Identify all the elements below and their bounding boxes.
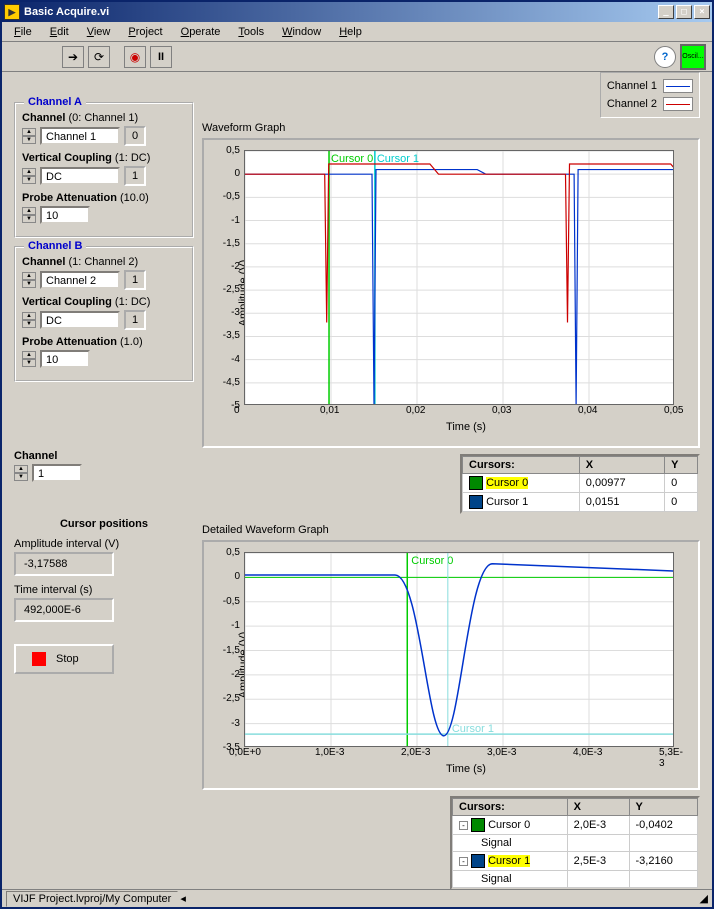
window-title: Basic Acquire.vi [24,6,658,18]
menu-edit[interactable]: Edit [42,24,77,40]
detailed-plot[interactable]: Cursor 0 Cursor 1 [244,552,674,747]
detailed-waveform-graph[interactable]: Amplitude (V) Cursor 0Cursor 1 0,0E+01,0… [202,540,700,790]
svg-text:Cursor 1: Cursor 1 [452,723,494,735]
coupling-b-index: 1 [124,310,146,330]
panel-title: Channel A [24,96,86,108]
coupling-spinner[interactable]: ▲▼ [22,168,36,184]
toolbar: ➔ ⟳ ◉ II ? Oscil... [2,42,712,72]
channel-spinner[interactable]: ▲▼ [22,272,36,288]
probe-spinner[interactable]: ▲▼ [22,351,36,367]
svg-text:Cursor 1: Cursor 1 [377,153,419,165]
cursors-table-2[interactable]: Cursors:XY - Cursor 02,0E-3-0,0402Signal… [450,796,700,889]
legend-item[interactable]: Channel 2 [605,95,695,113]
app-icon: ▶ [4,4,20,20]
svg-text:Cursor 0: Cursor 0 [411,555,453,567]
app-window: ▶ Basic Acquire.vi _ □ × File Edit View … [0,0,714,909]
channel-b-index: 1 [124,270,146,290]
channel-spinner[interactable]: ▲▼ [22,128,36,144]
cursor-positions-title: Cursor positions [14,518,194,530]
coupling-a-index: 1 [124,166,146,186]
maximize-button[interactable]: □ [676,5,692,19]
titlebar: ▶ Basic Acquire.vi _ □ × [2,2,712,22]
channel-a-select[interactable]: Channel 1 [40,127,120,145]
menu-view[interactable]: View [79,24,119,40]
detail-channel-value[interactable]: 1 [32,464,82,482]
waveform-graph-title: Waveform Graph [202,122,700,134]
channel-a-index: 0 [124,126,146,146]
menu-project[interactable]: Project [120,24,170,40]
svg-text:Cursor 0: Cursor 0 [331,153,373,165]
coupling-a-select[interactable]: DC [40,167,120,185]
cursors-table-1[interactable]: Cursors:XY Cursor 00,009770 Cursor 10,01… [460,454,700,514]
legend-label: Channel 2 [607,98,657,110]
coupling-b-select[interactable]: DC [40,311,120,329]
legend-swatch [663,79,693,93]
oscilloscope-button[interactable]: Oscil... [680,44,706,70]
close-button[interactable]: × [694,5,710,19]
legend-swatch [663,97,693,111]
resize-grip-icon[interactable]: ◢ [700,892,708,905]
legend-item[interactable]: Channel 1 [605,77,695,95]
status-project: VIJF Project.lvproj/My Computer [6,891,178,907]
probe-spinner[interactable]: ▲▼ [22,207,36,223]
detailed-graph-title: Detailed Waveform Graph [202,524,700,536]
amplitude-interval: -3,17588 [14,552,114,576]
stop-button[interactable]: Stop [14,644,114,674]
minimize-button[interactable]: _ [658,5,674,19]
menu-window[interactable]: Window [274,24,329,40]
panel-title: Channel B [24,240,86,252]
menu-help[interactable]: Help [331,24,370,40]
abort-button[interactable]: ◉ [124,46,146,68]
channel-b-panel: Channel B Channel (1: Channel 2) ▲▼ Chan… [14,246,194,382]
front-panel: Channel 1 Channel 2 Channel A Channel (0… [2,72,712,889]
run-continuous-button[interactable]: ⟳ [88,46,110,68]
run-button[interactable]: ➔ [62,46,84,68]
pause-button[interactable]: II [150,46,172,68]
legend-label: Channel 1 [607,80,657,92]
help-button[interactable]: ? [654,46,676,68]
stop-icon [32,652,46,666]
menubar: File Edit View Project Operate Tools Win… [2,22,712,42]
menu-tools[interactable]: Tools [230,24,272,40]
menu-operate[interactable]: Operate [173,24,229,40]
waveform-plot[interactable]: Cursor 0 Cursor 1 [244,150,674,405]
graph-legend: Channel 1 Channel 2 [600,72,700,118]
menu-file[interactable]: File [6,24,40,40]
probe-b-value[interactable]: 10 [40,350,90,368]
time-interval: 492,000E-6 [14,598,114,622]
probe-a-value[interactable]: 10 [40,206,90,224]
detail-channel-spinner[interactable]: ▲▼ [14,465,28,481]
coupling-spinner[interactable]: ▲▼ [22,312,36,328]
waveform-graph[interactable]: Amplitude (V) Cursor 0Cursor 1 00,010,02… [202,138,700,448]
channel-a-panel: Channel A Channel (0: Channel 1) ▲▼ Chan… [14,102,194,238]
channel-b-select[interactable]: Channel 2 [40,271,120,289]
statusbar: VIJF Project.lvproj/My Computer ◂ ◢ [2,889,712,907]
